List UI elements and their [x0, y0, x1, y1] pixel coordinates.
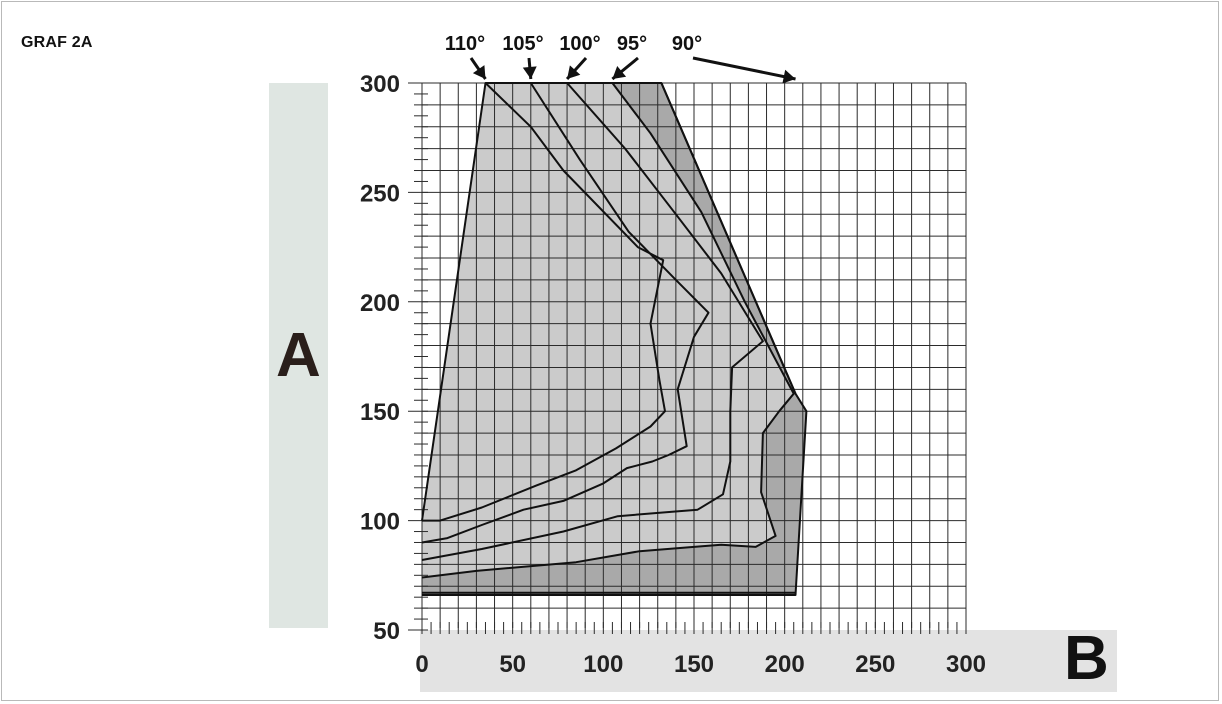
series-line: [421, 82, 795, 579]
x-axis-letter: B: [1064, 624, 1109, 693]
y-tick-label: 100: [360, 509, 400, 536]
x-tick-label: 100: [583, 651, 623, 678]
chart-title: GRAF 2A: [21, 34, 93, 51]
y-tick-label: 50: [373, 618, 400, 645]
x-tick-label: 50: [499, 651, 526, 678]
x-tick-label: 150: [674, 651, 714, 678]
series-arrow-head: [522, 66, 537, 79]
series-label: 110°: [445, 33, 485, 55]
minor-ticks: [408, 82, 967, 634]
x-tick-label: 200: [765, 651, 805, 678]
x-tick-label: 250: [855, 651, 895, 678]
series-arrow-head: [472, 65, 486, 79]
y-tick-label: 200: [360, 290, 400, 317]
y-tick-label: 150: [360, 399, 400, 426]
series-label: 100°: [559, 33, 600, 55]
series-label: 95°: [617, 33, 647, 55]
series-label: 90°: [672, 33, 702, 55]
inner-area: [422, 83, 794, 595]
series-line: [421, 82, 710, 544]
series-arrow-head: [567, 65, 581, 79]
grid: [421, 82, 967, 628]
x-tick-label: 300: [946, 651, 986, 678]
tick-labels: 50 100 150 200 250 300 0 50 100 150 200 250 300: [360, 71, 986, 678]
series-arrow-head: [612, 66, 627, 79]
series-arrows: [469, 56, 796, 84]
y-tick-label: 250: [360, 180, 400, 207]
y-tick-label: 300: [360, 71, 400, 98]
series-line: [422, 82, 666, 522]
x-tick-label: 0: [415, 651, 428, 678]
envelope-outline: [421, 82, 808, 596]
y-axis-letter: A: [276, 321, 321, 390]
area-fills: [422, 83, 807, 595]
series-labels: 110° 105° 100° 95° 90°: [445, 33, 702, 55]
series-line: [421, 82, 764, 561]
series-arrow-head: [782, 69, 796, 84]
x-axis-band: [420, 630, 1117, 692]
series-curves: [421, 82, 808, 596]
series-label: 105°: [502, 33, 543, 55]
y-axis-band: [269, 83, 328, 628]
series-arrow-shaft: [692, 56, 796, 81]
